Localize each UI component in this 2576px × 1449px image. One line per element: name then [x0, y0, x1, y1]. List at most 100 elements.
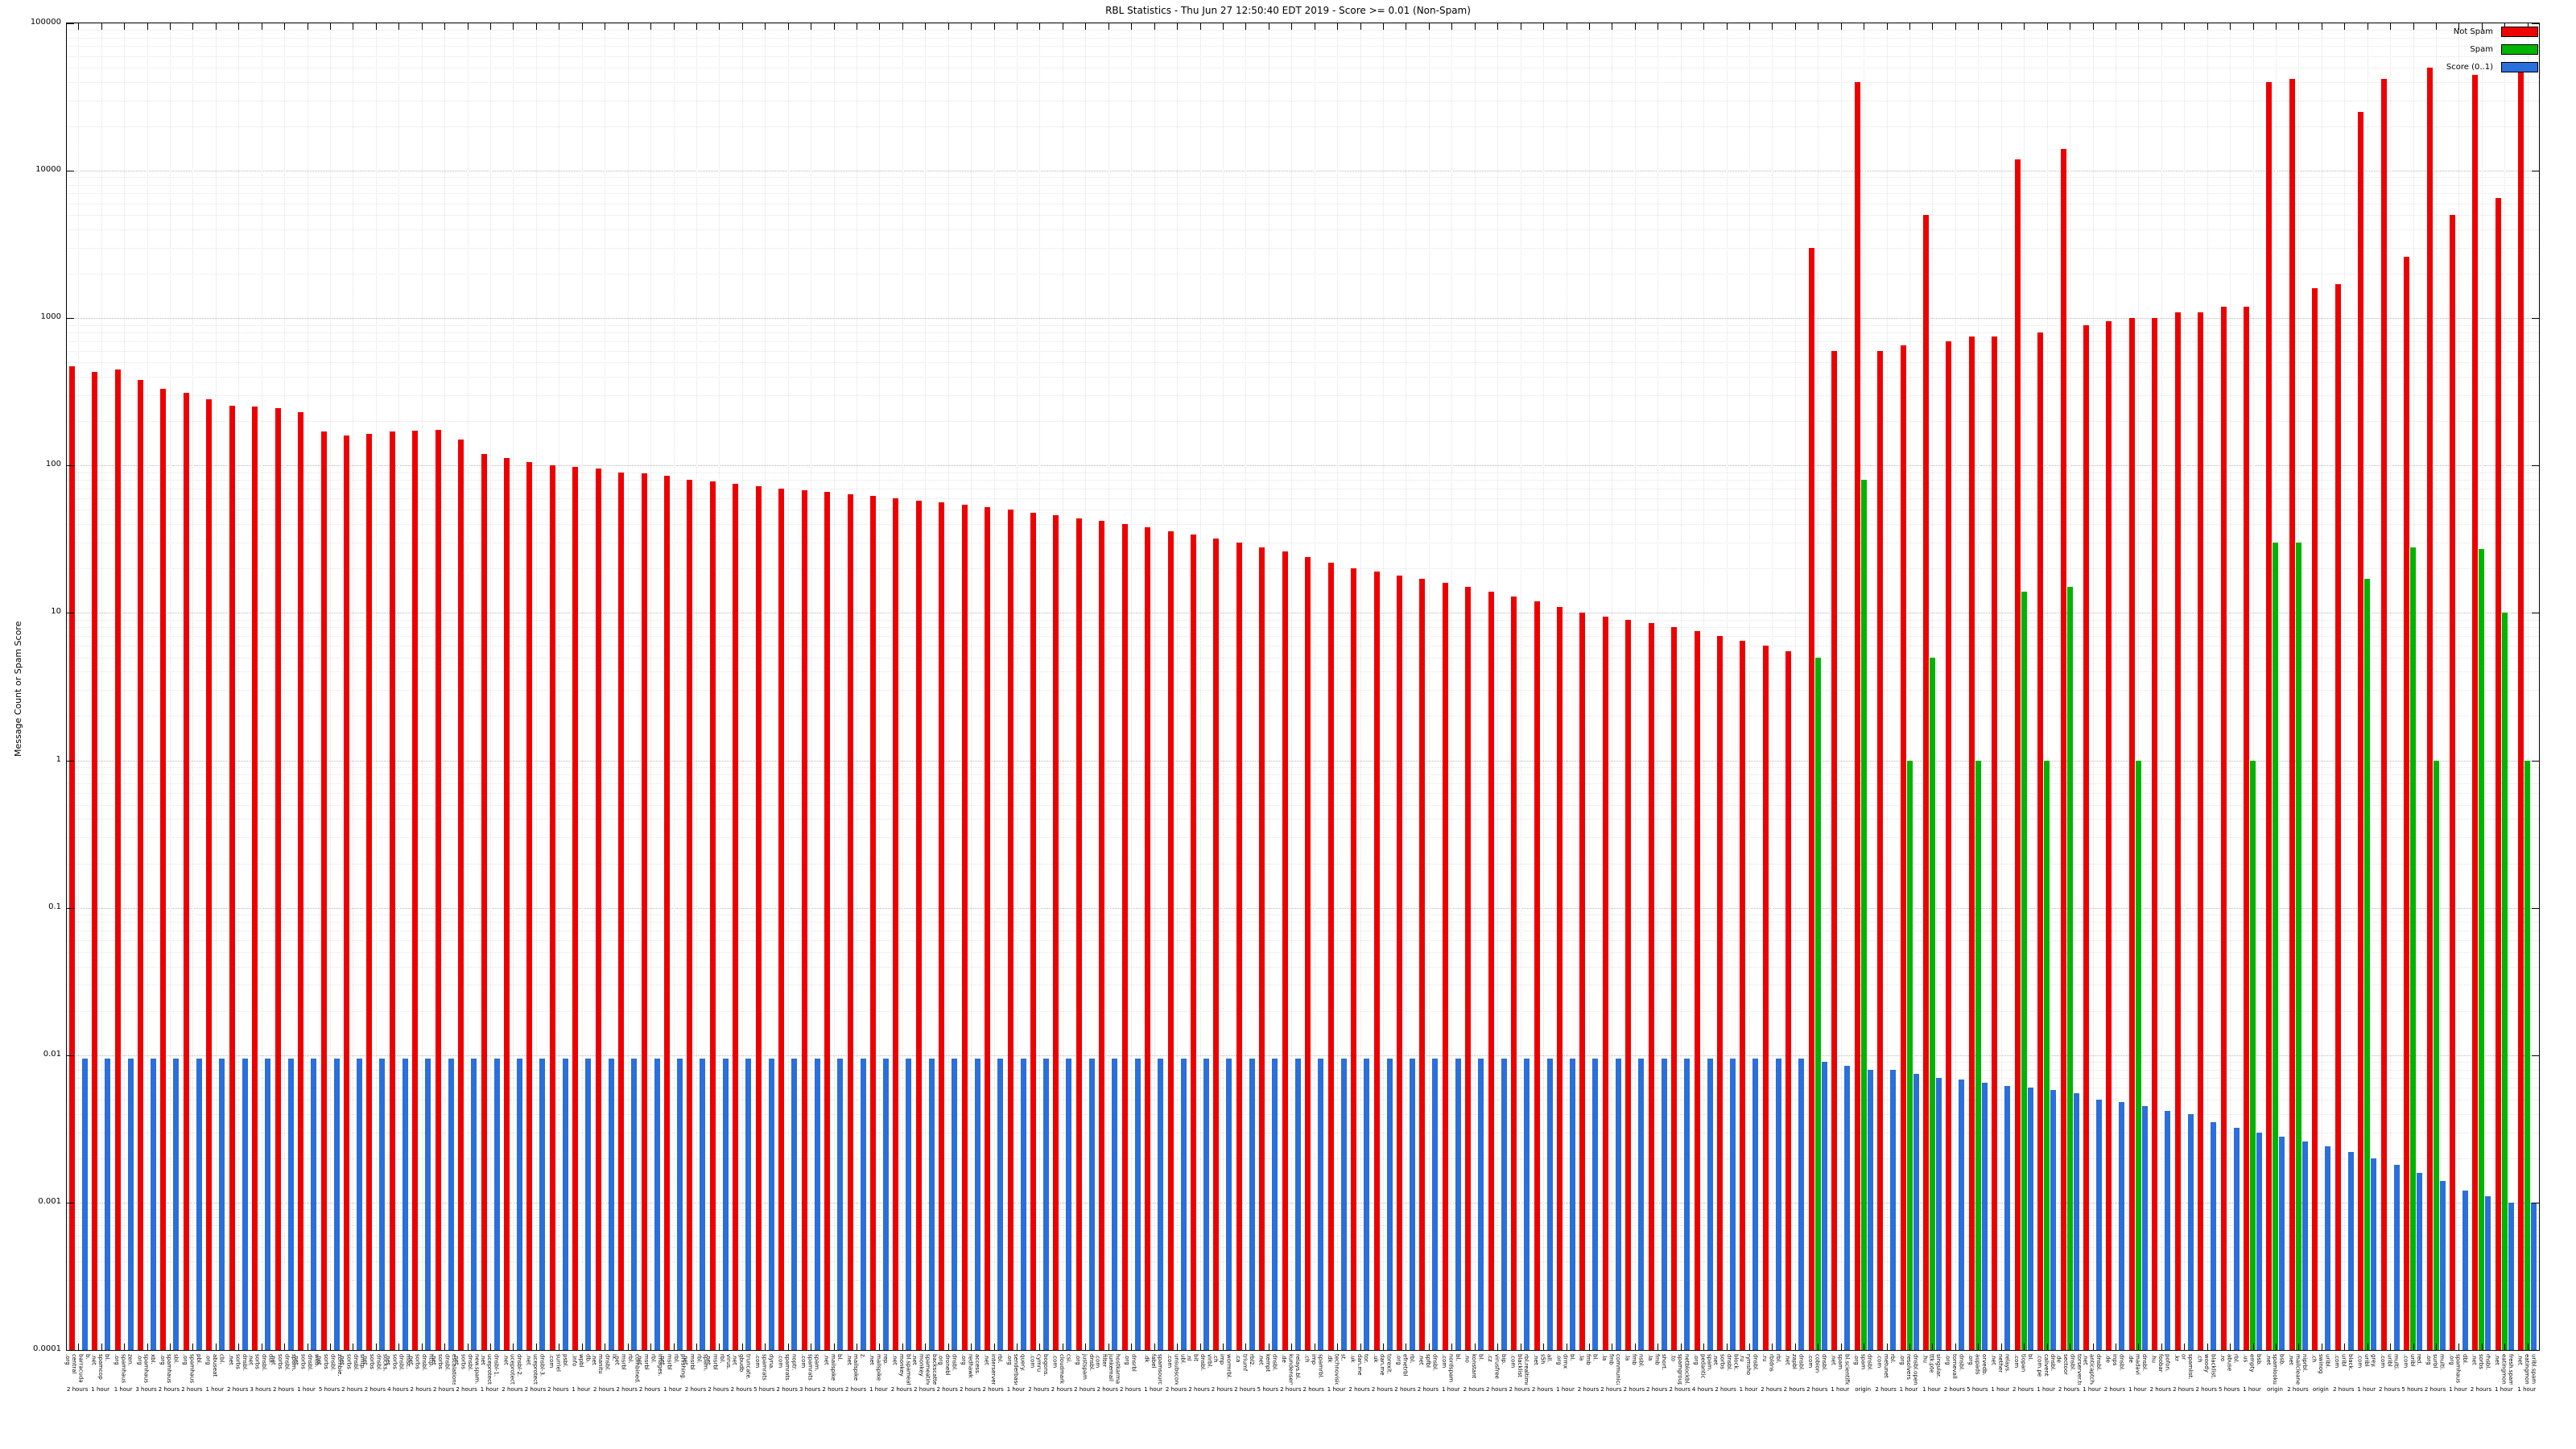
x-axis-label: cbl. abuseat .org — [204, 1354, 225, 1377]
x-axis-label: rbl.realtime blacklist .com — [1509, 1354, 1530, 1385]
bar-not_spam — [1121, 524, 1128, 1350]
grid-line-v — [1291, 23, 1293, 1350]
bar-not_spam — [526, 462, 533, 1350]
x-tick-mark — [1222, 1344, 1224, 1350]
y-tick-label: 0.1 — [48, 902, 61, 911]
x-tick-mark — [765, 23, 766, 30]
bar-not_spam — [114, 369, 121, 1350]
x-tick-mark — [696, 23, 697, 30]
x-axis-label: communicado. fmb .la — [1601, 1354, 1621, 1385]
x-axis-label: dnsbl. spam .org — [1852, 1354, 1873, 1372]
bar-not_spam — [1534, 601, 1540, 1350]
x-axis-duration-label: 2 hours — [1280, 1386, 1302, 1393]
x-tick-mark — [1703, 1344, 1705, 1350]
x-axis-duration-label: 2 hours — [2287, 1386, 2309, 1393]
x-tick-mark — [1497, 1344, 1499, 1350]
bar-not_spam — [343, 435, 349, 1350]
bar-score — [585, 1058, 592, 1350]
x-axis-label: web. dnsbl. sorbs .net — [293, 1354, 320, 1372]
x-axis-duration-label: 2 hours — [1577, 1386, 1600, 1393]
bar-score — [1752, 1058, 1759, 1350]
bar-not_spam — [1259, 547, 1265, 1350]
grid-line-v — [375, 23, 377, 1350]
bar-not_spam — [595, 469, 601, 1350]
bar-score — [2027, 1088, 2033, 1350]
x-axis-label: new.spam. dnsbl. sorbs .net — [453, 1354, 481, 1385]
grid-line-h-minor — [67, 1062, 2539, 1063]
bar-score — [974, 1058, 980, 1350]
bar-not_spam — [2152, 318, 2158, 1350]
grid-line-h-minor — [67, 952, 2539, 953]
bar-score — [265, 1058, 271, 1350]
bar-score — [1844, 1065, 1851, 1350]
x-tick-mark — [1840, 23, 1842, 30]
x-tick-mark — [2436, 23, 2438, 30]
x-axis-label: spam. spamrats .com — [799, 1354, 820, 1381]
x-tick-mark — [1039, 1344, 1041, 1350]
bar-score — [242, 1058, 248, 1350]
bar-score — [1501, 1058, 1507, 1350]
x-axis-label: grey. uribl .com — [2356, 1354, 2377, 1368]
bar-not_spam — [2426, 68, 2433, 1350]
y-tick-mark — [67, 465, 74, 467]
x-axis-duration-label: 2 hours — [456, 1386, 477, 1393]
bar-not_spam — [1396, 575, 1402, 1350]
bar-score — [2325, 1146, 2331, 1350]
grid-line-v — [1909, 23, 1911, 1350]
x-tick-mark — [2161, 23, 2162, 30]
grid-line-v — [993, 23, 995, 1350]
x-axis-label: dnsbl. zapbl .net — [1784, 1354, 1805, 1372]
bar-score — [2417, 1172, 2423, 1350]
bar-not_spam — [618, 472, 625, 1350]
x-axis-duration-label: 2 hours — [2378, 1386, 2401, 1393]
x-tick-mark — [879, 1344, 881, 1350]
x-tick-mark — [2046, 1344, 2048, 1350]
bar-not_spam — [709, 481, 716, 1350]
x-axis-label: rbl. metunet .com — [1876, 1354, 1897, 1378]
y-tick-mark — [2532, 760, 2539, 762]
x-tick-mark — [1108, 23, 1109, 30]
x-tick-mark — [1017, 1344, 1018, 1350]
bar-not_spam — [1922, 215, 1929, 1350]
x-axis-label: dyna. spamrats .com — [754, 1354, 774, 1381]
x-axis-duration-label: 1 hour — [869, 1386, 888, 1393]
bar-score — [791, 1058, 798, 1350]
x-axis-label: uribl.spam eatingmonkey .net — [2516, 1354, 2537, 1385]
grid-line-v — [627, 23, 629, 1350]
x-axis-label: spam. pedantic .org — [1692, 1354, 1713, 1379]
x-tick-mark — [627, 23, 629, 30]
bar-not_spam — [2128, 318, 2135, 1350]
grid-line-v — [1794, 23, 1796, 1350]
grid-line-v — [2207, 23, 2208, 1350]
x-axis-label: virbl. dnsbl. bit .nl — [1186, 1354, 1213, 1372]
grid-line-v — [147, 23, 148, 1350]
x-axis-label: csi. cloudmark .com — [1051, 1354, 1072, 1384]
grid-line-v — [1337, 23, 1339, 1350]
bar-score — [287, 1058, 294, 1350]
x-axis-duration-label: 2 hours — [1761, 1386, 1782, 1393]
x-tick-mark — [1726, 23, 1728, 30]
x-tick-mark — [2504, 1344, 2506, 1350]
x-axis-label: dnsbl. spfbl .net — [1418, 1354, 1439, 1372]
bar-not_spam — [824, 492, 831, 1350]
x-axis-duration-label: 2 hours — [1028, 1386, 1050, 1393]
x-axis-label: http. dnsbl. sorbs .net — [407, 1354, 435, 1372]
bar-not_spam — [1373, 572, 1380, 1350]
bar-not_spam — [2266, 81, 2273, 1350]
grid-line-v — [1703, 23, 1705, 1350]
x-axis-duration-label: 4 hours — [1691, 1386, 1714, 1393]
x-tick-mark — [1199, 23, 1201, 30]
x-tick-mark — [1909, 23, 1911, 30]
x-axis-duration-label: 2 hours — [1715, 1386, 1736, 1393]
grid-line-v — [1955, 23, 1956, 1350]
bar-score — [1340, 1058, 1347, 1350]
bar-score — [1409, 1058, 1415, 1350]
x-tick-mark — [833, 1344, 835, 1350]
y-tick-label: 1 — [56, 754, 61, 764]
grid-line-h-minor — [67, 766, 2539, 768]
bar-score — [768, 1058, 774, 1350]
grid-line-v — [2000, 23, 2002, 1350]
x-tick-mark — [2138, 23, 2140, 30]
grid-line-v — [2230, 23, 2231, 1350]
grid-line-h-minor — [67, 274, 2539, 275]
